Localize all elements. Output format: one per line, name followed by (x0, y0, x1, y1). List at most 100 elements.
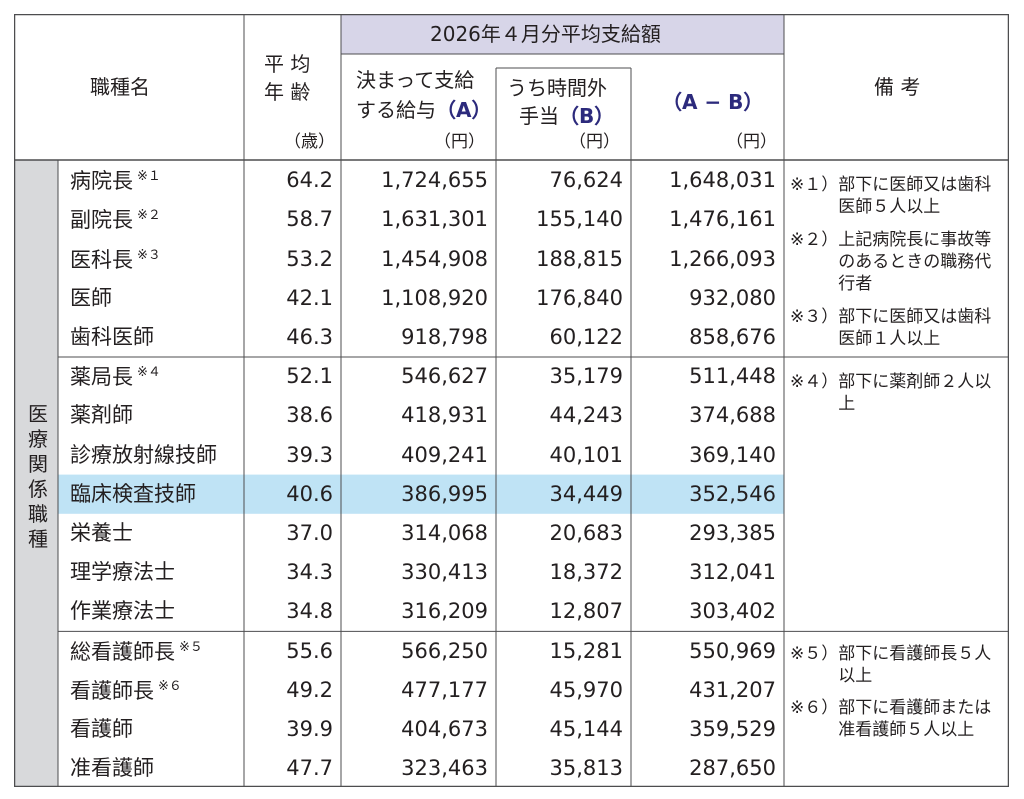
remark-text: 部下に看護師長５人以上 (838, 644, 992, 686)
net-ab-value: 287,650 (689, 756, 776, 781)
header-group-fill (341, 14, 784, 54)
net-ab-value: 431,207 (689, 677, 776, 702)
remark-mark: ※１） (790, 175, 839, 195)
job-name: 医師 (70, 285, 112, 310)
remark-mark: ※５） (790, 644, 839, 664)
remark-mark: ※４） (790, 372, 839, 392)
salary-a-value: 566,250 (401, 638, 488, 663)
net-ab-value: 932,080 (689, 285, 776, 310)
salary-a-value: 1,454,908 (381, 246, 488, 271)
net-ab-value: 369,140 (689, 442, 776, 467)
net-ab-value: 550,969 (689, 638, 776, 663)
job-name-text: 臨床検査技師 (70, 481, 196, 506)
net-ab-value: 374,688 (689, 403, 776, 428)
job-name: 看護師長 ※６ (70, 680, 182, 702)
footnote-mark: ※５ (179, 639, 203, 655)
age-value: 34.3 (286, 560, 333, 585)
job-name: 病院長 ※１ (70, 170, 161, 192)
header-age-line2: 年 齢 (264, 80, 311, 104)
job-name-text: 副院長 (70, 208, 133, 233)
job-name-text: 医科長 (70, 247, 133, 272)
job-name: 理学療法士 (70, 562, 175, 583)
header-colB-line2-text: 手当 (519, 104, 559, 128)
header-age-line1: 平 均 (264, 52, 311, 76)
age-value: 40.6 (286, 481, 333, 506)
job-name-text: 医師 (70, 285, 112, 310)
header-age-unit: （歳） (284, 132, 335, 152)
table-grid (14, 14, 1009, 787)
remark-note: ※４） 部下に薬剤師２人以上 (790, 371, 1005, 415)
net-ab-value: 303,402 (689, 599, 776, 624)
remark-text: 上記病院長に事故等のあるときの職務代行者 (838, 230, 992, 294)
salary-a-value: 1,631,301 (381, 207, 488, 232)
salary-a-value: 418,931 (401, 403, 488, 428)
overtime-b-value: 15,281 (549, 638, 623, 663)
job-name-text: 栄養士 (70, 520, 133, 545)
job-name: 診療放射線技師 (70, 442, 217, 467)
job-name-text: 総看護師長 (70, 639, 175, 664)
header-remarks: 備 考 (874, 75, 921, 99)
age-value: 39.3 (286, 442, 333, 467)
remark-text: 部下に医師又は歯科医師５人以上 (838, 175, 992, 217)
age-value: 55.6 (286, 638, 333, 663)
job-name: 看護師 (70, 718, 133, 740)
salary-a-value: 404,673 (401, 716, 488, 741)
age-value: 47.7 (286, 756, 333, 781)
footnote-mark: ※１ (137, 169, 161, 185)
salary-a-value: 546,627 (401, 364, 488, 389)
header-colA-mark: （A） (436, 98, 492, 122)
job-name-text: 准看護師 (70, 756, 154, 781)
overtime-b-value: 45,970 (549, 677, 623, 702)
overtime-b-value: 176,840 (536, 285, 623, 310)
job-name: 薬剤師 (70, 405, 133, 426)
footnote-mark: ※６ (158, 678, 182, 694)
header-colA-line1: 決まって支給 (356, 68, 475, 92)
salary-a-value: 330,413 (401, 560, 488, 585)
overtime-b-value: 35,179 (549, 364, 623, 389)
header-colA-line2-text: する給与 (356, 98, 436, 122)
header-colB-line2: 手当（B） (519, 106, 614, 126)
job-name-text: 作業療法士 (70, 599, 175, 624)
remark-note: ※５） 部下に看護師長５人以上 (790, 643, 1005, 687)
job-name-text: 病院長 (70, 169, 133, 194)
header-colB-line1: うち時間外 (507, 76, 607, 100)
salary-a-value: 386,995 (401, 481, 488, 506)
job-name-text: 診療放射線技師 (70, 442, 217, 467)
job-name-text: 看護師長 (70, 678, 154, 703)
overtime-b-value: 20,683 (549, 520, 623, 545)
header-colAB: （A − B） (662, 90, 764, 114)
footnote-mark: ※４ (137, 365, 161, 381)
job-name: 総看護師長 ※５ (70, 641, 203, 663)
net-ab-value: 293,385 (689, 520, 776, 545)
overtime-b-value: 45,144 (549, 716, 623, 741)
header-group-title: 2026年４月分平均支給額 (430, 22, 661, 46)
overtime-b-value: 155,140 (536, 207, 623, 232)
net-ab-value: 511,448 (689, 364, 776, 389)
job-name-text: 歯科医師 (70, 324, 154, 349)
header-colB-mark: （B） (559, 104, 615, 128)
job-name: 臨床検査技師 (70, 481, 196, 506)
salary-a-value: 1,108,920 (381, 285, 488, 310)
header-job-name: 職種名 (90, 75, 150, 99)
job-name: 栄養士 (70, 520, 133, 545)
job-name-text: 薬局長 (70, 365, 133, 390)
age-value: 64.2 (286, 168, 333, 193)
category-label: 医療関係職種 (28, 402, 48, 551)
overtime-b-value: 60,122 (549, 324, 623, 349)
category-fill (14, 160, 58, 787)
age-value: 39.9 (286, 716, 333, 741)
net-ab-value: 312,041 (689, 560, 776, 585)
remark-mark: ※２） (790, 230, 839, 250)
age-value: 46.3 (286, 324, 333, 349)
age-value: 38.6 (286, 403, 333, 428)
remark-text: 部下に看護師または准看護師５人以上 (838, 698, 992, 740)
overtime-b-value: 12,807 (549, 599, 623, 624)
net-ab-value: 352,546 (689, 481, 776, 506)
net-ab-value: 1,648,031 (669, 168, 776, 193)
header-colA-line2: する給与（A） (356, 100, 491, 120)
job-name: 薬局長 ※４ (70, 366, 161, 388)
net-ab-value: 858,676 (689, 324, 776, 349)
overtime-b-value: 18,372 (549, 560, 623, 585)
overtime-b-value: 35,813 (549, 756, 623, 781)
remark-note: ※１） 部下に医師又は歯科医師５人以上 (790, 174, 1005, 218)
